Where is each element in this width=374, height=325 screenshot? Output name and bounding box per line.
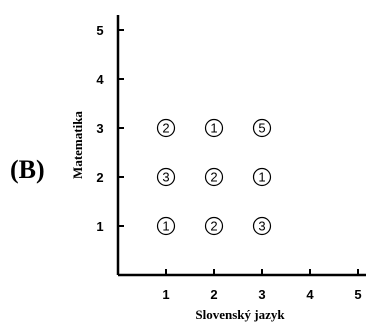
data-point-label: 2	[162, 121, 169, 136]
data-point-marker	[156, 118, 176, 138]
data-point-label: 5	[258, 121, 265, 136]
data-point-marker	[204, 167, 224, 187]
data-point-label: 2	[210, 170, 217, 185]
data-point: 1	[156, 216, 176, 236]
data-point-label: 3	[162, 170, 169, 185]
data-point-marker	[156, 216, 176, 236]
data-point-marker	[204, 118, 224, 138]
y-tick-label: 5	[96, 23, 103, 38]
data-point-marker	[252, 216, 272, 236]
x-tick-label: 2	[210, 287, 217, 302]
data-point-label: 1	[258, 170, 265, 185]
data-point: 1	[252, 167, 272, 187]
data-points: 2 1 5 3 2 1 1 2 3	[156, 118, 272, 236]
data-point: 3	[252, 216, 272, 236]
data-point-marker	[252, 118, 272, 138]
data-point-marker	[156, 167, 176, 187]
data-point: 1	[204, 118, 224, 138]
y-tick-label: 1	[96, 219, 103, 234]
data-point-label: 1	[162, 219, 169, 234]
x-tick-label: 1	[162, 287, 169, 302]
data-point: 3	[156, 167, 176, 187]
data-point-label: 2	[210, 219, 217, 234]
x-tick-label: 4	[306, 287, 314, 302]
x-tick-label: 5	[354, 287, 361, 302]
axis-ticks: 1 2 3 4 5 1 2 3 4 5	[96, 23, 361, 302]
data-point: 5	[252, 118, 272, 138]
data-point: 2	[204, 216, 224, 236]
y-tick-label: 3	[96, 121, 103, 136]
data-point-marker	[252, 167, 272, 187]
x-axis-label: Slovenský jazyk	[195, 307, 285, 322]
data-point-marker	[204, 216, 224, 236]
data-point-label: 3	[258, 219, 265, 234]
y-axis-label: Matematika	[70, 111, 85, 179]
data-point: 2	[204, 167, 224, 187]
data-point: 2	[156, 118, 176, 138]
x-tick-label: 3	[258, 287, 265, 302]
y-tick-label: 2	[96, 170, 103, 185]
y-tick-label: 4	[96, 72, 104, 87]
panel-label: (B)	[10, 155, 45, 184]
data-point-label: 1	[210, 121, 217, 136]
